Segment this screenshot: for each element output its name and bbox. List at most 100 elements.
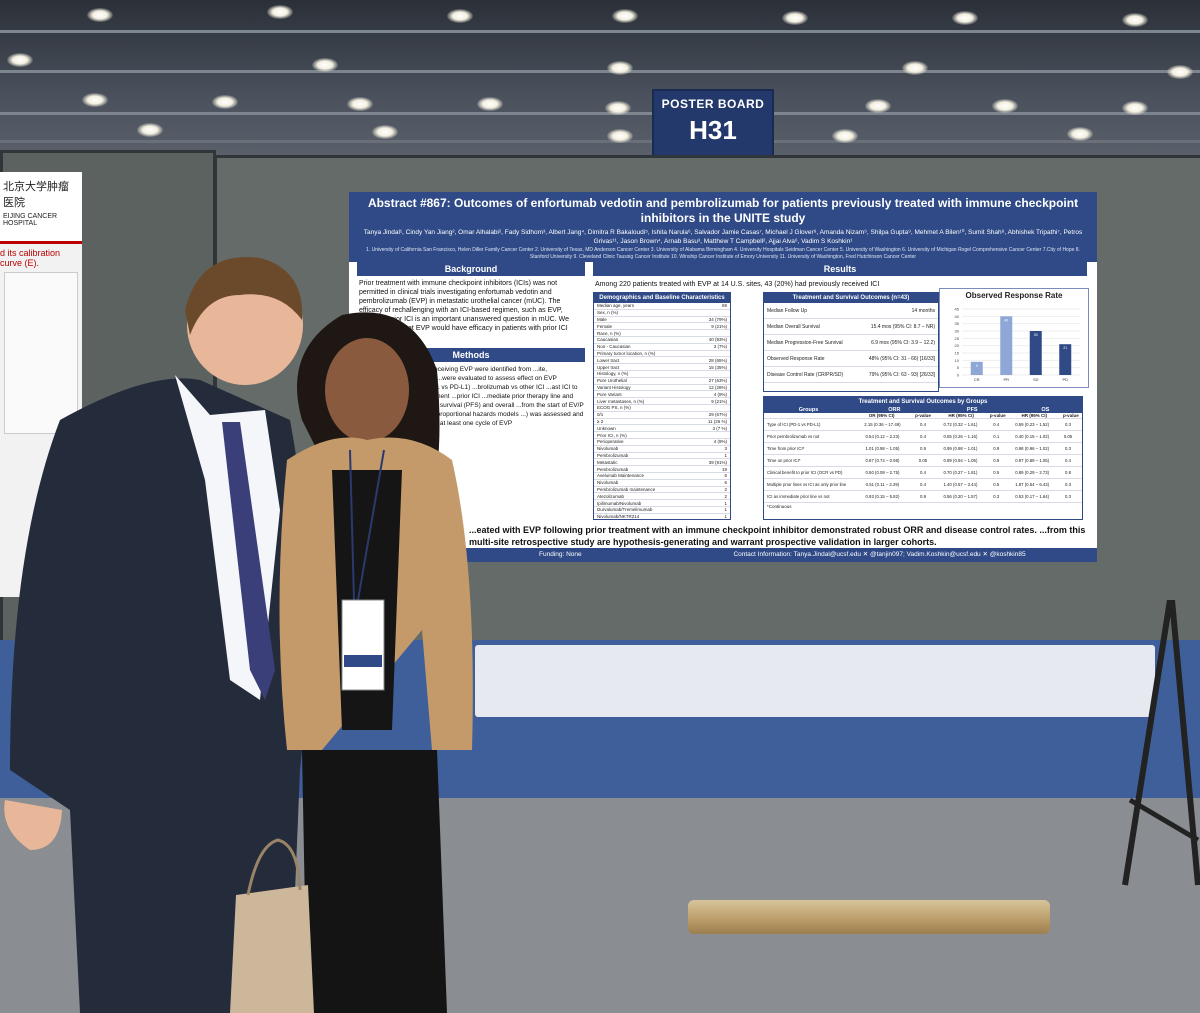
group-row-cell: 0.3 [1065, 422, 1072, 427]
ceiling-light [607, 61, 633, 75]
group-row: Clinical benefit to prior ICI (OCR vs PD… [764, 467, 1082, 479]
group-row-cell: 0.4 [993, 422, 1000, 427]
poster-board-sign: POSTER BOARD H31 [652, 89, 774, 165]
ceiling [0, 0, 1200, 160]
poster-affiliations: 1. University of California San Francisc… [366, 247, 1080, 260]
treatment-row-cell: Disease Control Rate (CR/PR/SD) [767, 371, 844, 378]
demographics-row: Prior ICI, n (%) [594, 432, 730, 439]
demographics-row-cell: ≥ 2 [597, 418, 604, 424]
treatment-row-cell: Median Follow Up [767, 307, 808, 314]
chart-data-label: 40 [1004, 318, 1008, 322]
treatment-row-cell: 6.9 mos (95% CI: 3.9 – 12.2) [871, 339, 935, 346]
contact-text: Contact Information: Tanya.Jindal@ucsf.e… [733, 551, 1026, 558]
group-row-cell: 0.5 [993, 470, 1000, 475]
demographics-row-cell: 3 (7%) [713, 344, 727, 350]
conclusion-text: ...eated with EVP following prior treatm… [469, 525, 1086, 547]
group-row: Time from prior ICI* 1.01 (0.98 – 1.05) 0.… [764, 443, 1082, 455]
chart-y-tick-label: 0 [957, 373, 960, 378]
sign-board-number: H31 [689, 115, 737, 145]
treatment-row: Median Follow Up 14 months [764, 303, 938, 319]
ceiling-light [267, 5, 293, 19]
group-row-cell: Type of ICI (PD-1 vs PD-L1) [767, 422, 821, 427]
man-in-suit [4, 257, 308, 1013]
demographics-row: ECOG PS, n (%) [594, 405, 730, 412]
demographics-row: Caucasian 40 (93%) [594, 337, 730, 344]
demographics-row-cell: 1 [724, 507, 727, 513]
demographics-row: Pembrolizumab maintenance 2 [594, 487, 730, 494]
neighbor-poster-figure [4, 272, 78, 434]
chart-bar [970, 361, 983, 375]
ceiling-light [1122, 13, 1148, 27]
demographics-row-cell: 28 (65%) [708, 357, 727, 363]
group-row-cell: 0.55 (0.26 – 1.16) [943, 434, 978, 439]
demographics-row-cell: Sex, n (%) [597, 310, 619, 316]
group-row-cell: 0.8 [1065, 470, 1072, 475]
demographics-row: Upper tract 15 (35%) [594, 364, 730, 371]
chart-data-label: 30 [1034, 333, 1038, 337]
group-row-cell: 0.70 (0.27 – 1.81) [943, 470, 978, 475]
group-footnote: *Continuous [767, 504, 792, 509]
demographics-row: Pembrolizumab 19 [594, 466, 730, 473]
demographics-row-cell: 69 [721, 303, 727, 309]
demographics-row-cell: Race, n (%) [597, 330, 621, 336]
demographics-row-cell: Pembrolizumab maintenance [597, 486, 656, 492]
group-row-cell: 1.40 (0.57 – 3.44) [943, 482, 978, 487]
demographics-row-cell: 34 (79%) [708, 316, 727, 322]
ceiling-light [952, 11, 978, 25]
group-row-cell: 0.50 (0.08 – 2.75) [865, 470, 900, 475]
demographics-row-cell: Liver metastases, n (%) [597, 398, 645, 404]
group-row-cell: 0.9 [920, 494, 926, 499]
demographics-row-cell: Metastatic [597, 459, 618, 465]
demographics-row-cell: 27 (63%) [708, 378, 727, 384]
tote-bag [230, 838, 314, 1013]
group-row-cell: 0.98 (0.96 – 1.02) [1015, 446, 1050, 451]
demographics-row: Lower tract 28 (65%) [594, 357, 730, 365]
treatment-row: Observed Response Rate 48% (95% CI: 31 - … [764, 351, 938, 367]
group-row-cell: 0.99 (0.94 – 1.05) [943, 458, 978, 463]
chart-y-tick-label: 40 [955, 314, 960, 319]
demographics-row-cell: 4 (9%) [713, 439, 727, 445]
chart-y-tick-label: 5 [957, 365, 960, 370]
group-row: Prior pembrolizumab vs not 0.54 (0.12 – 2… [764, 431, 1082, 443]
demographics-row-cell: Caucasian [597, 337, 619, 343]
group-row-cell: 0.97 (0.89 – 1.05) [1015, 458, 1050, 463]
chart-y-tick-label: 30 [955, 329, 960, 334]
ceiling-light [7, 53, 33, 67]
results-heading: Results [593, 262, 1087, 276]
demographics-row-cell: Upper tract [597, 364, 620, 370]
group-row-cell: 0.05 [918, 458, 928, 463]
group-row-cell: 0.4 [1065, 458, 1072, 463]
group-row-cell: 0.3 [1065, 482, 1072, 487]
demographics-row: Ipilimumab/Nivolumab 1 [594, 500, 730, 507]
ceiling-light [605, 101, 631, 115]
chart-bar [1059, 344, 1072, 375]
demographics-row-cell: Histology, n (%) [597, 371, 629, 377]
ceiling-light [782, 11, 808, 25]
group-row-cell: 0.54 (0.12 – 2.23) [865, 434, 900, 439]
demographics-row: Histology, n (%) [594, 371, 730, 378]
chart-y-tick-label: 10 [955, 358, 960, 363]
demographics-heading: Demographics and Baseline Characteristic… [594, 293, 730, 303]
chart-data-label: 9 [976, 364, 978, 368]
demographics-row-cell: Pembrolizumab [597, 466, 629, 472]
group-column-header: Groups [798, 407, 819, 413]
results-intro: Among 220 patients treated with EVP at 1… [595, 281, 880, 288]
ceiling-light [832, 129, 858, 143]
demographics-row: Pembrolizumab 1 [594, 453, 730, 460]
group-row-cell: 0.56 (0.20 – 1.57) [943, 494, 978, 499]
ceiling-light [212, 95, 238, 109]
demographics-row: Durvalumab/Tremelimumab 1 [594, 507, 730, 514]
demographics-row: Unknown 3 (7 %) [594, 425, 730, 433]
group-row: Multiple prior lines vs ICI as only prio… [764, 479, 1082, 491]
group-row-cell: 0.4 [920, 482, 926, 487]
group-row-cell: 0.40 (0.15 – 1.02) [1015, 434, 1050, 439]
demographics-row: Metastatic 39 (91%) [594, 459, 730, 467]
chart-data-label: 21 [1063, 346, 1067, 350]
group-subcolumn-header: p-value [989, 413, 1006, 418]
demographics-row-cell: 0/1 [597, 412, 604, 418]
group-subcolumn-header: p-value [1062, 413, 1079, 418]
ceiling-light [447, 9, 473, 23]
demographics-row-cell: ECOG PS, n (%) [597, 405, 631, 411]
group-row-cell: 0.5 [993, 482, 1000, 487]
ceiling-light [992, 99, 1018, 113]
